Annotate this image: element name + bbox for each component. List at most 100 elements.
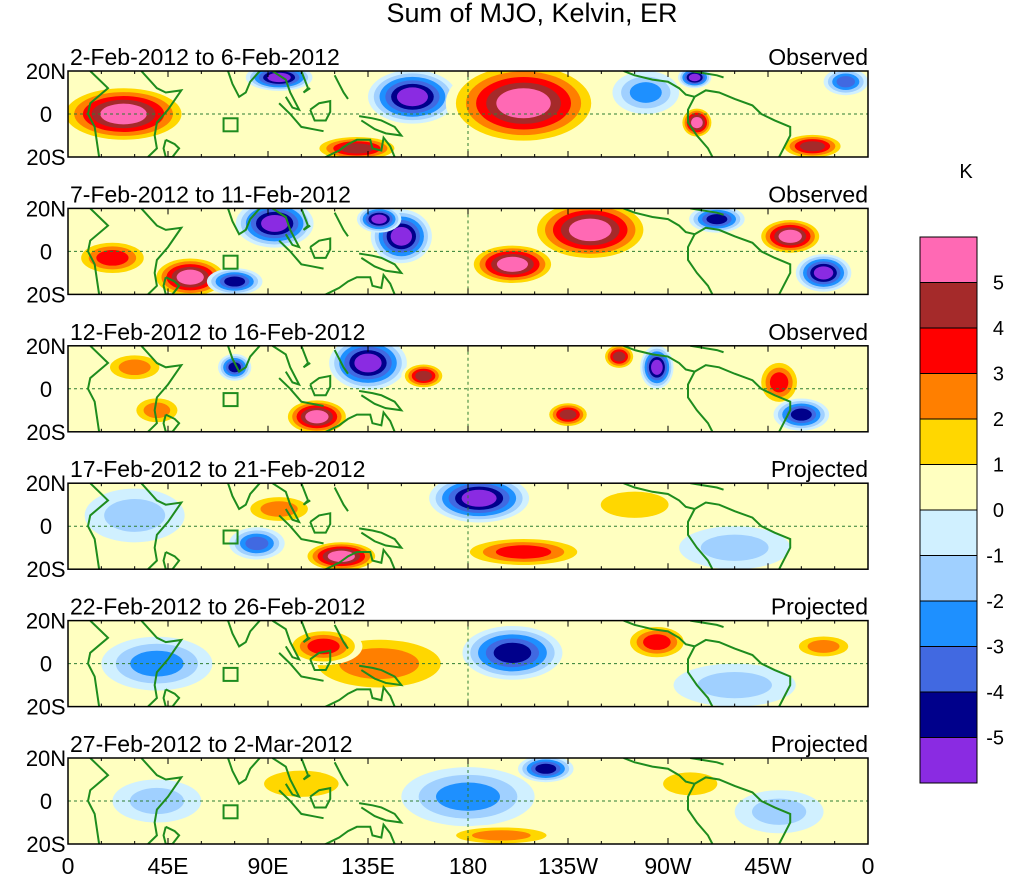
anomaly-feature — [579, 483, 691, 527]
map-panel: 20N 0 20S 22-Feb-2012 to 26-Feb-2012 Project… — [26, 594, 869, 720]
anomaly-feature — [734, 790, 824, 834]
colorbar-tick-label: 5 — [993, 273, 1004, 295]
coastline — [278, 789, 324, 820]
coastline — [162, 551, 181, 570]
coastline — [694, 89, 792, 157]
contour-band — [629, 82, 662, 103]
anomaly-feature — [101, 636, 213, 691]
coastline — [623, 208, 695, 236]
contour-band — [612, 351, 626, 362]
y-tick-label: 0 — [40, 652, 52, 677]
coastline — [623, 345, 695, 373]
coastline — [162, 413, 181, 432]
contour-band — [340, 143, 374, 154]
colorbar: K 5 4 3 2 1 0 -1 -2 -3 -4 -5 — [919, 161, 1004, 784]
y-tick-label: 20N — [26, 196, 66, 221]
colorbar-swatch — [919, 646, 978, 693]
coastlines — [86, 345, 792, 432]
coastline — [271, 208, 302, 249]
panel-date-range: 12-Feb-2012 to 16-Feb-2012 — [70, 319, 365, 345]
region-marker-icon — [222, 117, 239, 133]
coastline — [225, 483, 262, 511]
coastlines — [86, 483, 792, 570]
coastline — [323, 547, 396, 570]
contour-band — [813, 266, 834, 280]
coastlines — [86, 208, 792, 295]
contour-band — [118, 359, 151, 376]
coastline — [86, 758, 110, 844]
contour-band — [264, 770, 339, 797]
colorbar-tick-label: -4 — [986, 682, 1004, 704]
contour-band — [799, 141, 825, 152]
coastline — [140, 345, 184, 432]
anomaly-feature — [462, 625, 563, 680]
colorbar-swatch — [919, 464, 978, 511]
colorbar-swatch — [919, 327, 978, 374]
contour-band — [535, 763, 557, 774]
coastline — [300, 483, 311, 506]
colorbar-tick-label: 0 — [993, 500, 1004, 522]
anomaly-feature — [680, 106, 714, 139]
coastline — [333, 624, 349, 650]
region-marker-icon — [222, 666, 239, 682]
contour-band — [496, 88, 551, 119]
coastline — [694, 501, 792, 570]
coastline — [358, 527, 404, 550]
colorbar-swatch — [919, 737, 978, 784]
y-tick-label: 20S — [26, 695, 65, 720]
coastline — [358, 252, 404, 275]
coastline — [86, 620, 110, 707]
anomaly-feature — [356, 208, 402, 233]
coastline — [358, 802, 404, 824]
anomaly-feature — [440, 824, 563, 844]
map-panel: 20N 0 20S 27-Feb-2012 to 2-Mar-2012 Projecte… — [26, 731, 869, 857]
coastline — [271, 345, 302, 387]
map-panel: 20N 0 20S 17-Feb-2012 to 21-Feb-2012 Project… — [26, 456, 869, 582]
contour-band — [559, 409, 577, 420]
coastline — [309, 237, 332, 259]
coastline — [323, 272, 396, 295]
coastline — [690, 71, 724, 79]
contour-band — [245, 536, 269, 551]
contour-band — [415, 370, 432, 381]
coastline — [300, 71, 311, 94]
contour-band — [472, 830, 531, 841]
colorbar-tick-label: -5 — [986, 728, 1004, 750]
contour-band — [96, 250, 129, 266]
panel-status: Projected — [771, 456, 868, 482]
colorbar-tick-label: 4 — [993, 318, 1004, 340]
coastline — [278, 239, 324, 270]
anomaly-feature — [283, 397, 351, 432]
anomaly-feature — [612, 71, 680, 114]
anomaly-feature — [329, 345, 407, 390]
coastline — [225, 758, 262, 786]
anomaly-feature — [545, 401, 591, 429]
y-tick-label: 20S — [26, 282, 65, 307]
anomaly-feature — [218, 353, 252, 381]
coastline — [309, 374, 332, 397]
anomaly-field — [101, 623, 857, 707]
coastline — [271, 71, 302, 112]
coastlines — [86, 71, 792, 157]
coastline — [86, 71, 110, 157]
region-marker-icon — [222, 392, 239, 408]
coastline — [333, 487, 349, 512]
panel-date-range: 22-Feb-2012 to 26-Feb-2012 — [70, 594, 365, 620]
y-tick-label: 0 — [40, 789, 52, 814]
contour-band — [688, 73, 701, 82]
colorbar-swatch — [919, 600, 978, 647]
anomaly-feature — [240, 492, 318, 526]
anomaly-feature — [673, 663, 796, 707]
anomaly-feature — [689, 208, 745, 233]
contour-band — [769, 372, 789, 393]
coastline — [690, 758, 724, 766]
colorbar-swatch — [919, 282, 978, 329]
x-tick-label: 0 — [62, 853, 75, 879]
contour-band — [371, 214, 387, 224]
colorbar-tick-label: -1 — [986, 546, 1004, 568]
coastlines — [86, 758, 792, 844]
anomaly-field — [73, 208, 852, 295]
anomaly-feature — [312, 134, 402, 157]
y-tick-label: 0 — [40, 514, 52, 539]
